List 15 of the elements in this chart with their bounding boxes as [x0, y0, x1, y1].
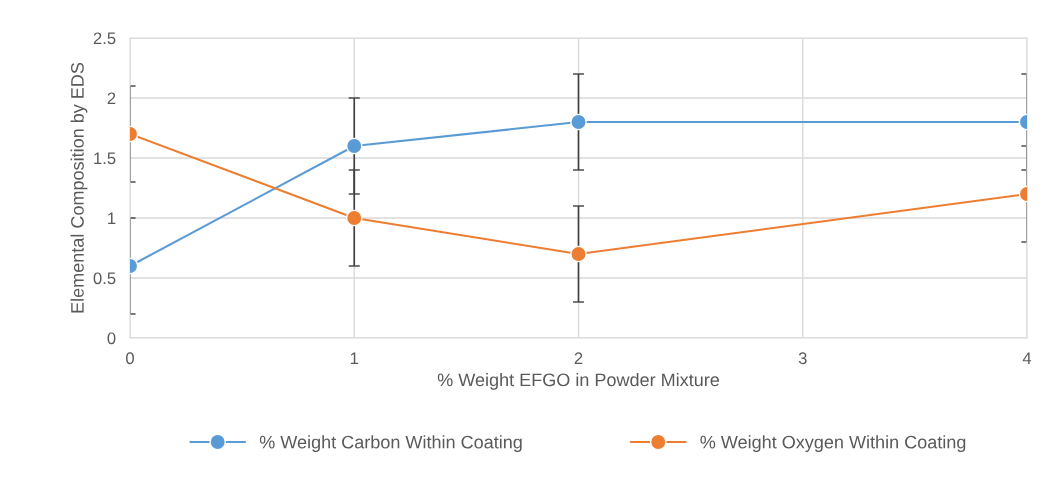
y-axis-title: Elemental Composition by EDS — [70, 62, 88, 313]
x-tick-label: 0 — [126, 352, 134, 365]
y-tick-label: 2.5 — [93, 32, 116, 45]
y-tick-label: 0.5 — [93, 272, 116, 285]
y-tick-label: 1 — [108, 212, 116, 225]
x-tick-label: 2 — [574, 352, 583, 364]
legend-label: % Weight Oxygen Within Coating — [700, 435, 966, 453]
x-tick-label: 4 — [1022, 352, 1032, 364]
x-axis-title: % Weight EFGO in Powder Mixture — [437, 372, 720, 390]
x-tick-label: 1 — [350, 352, 359, 364]
legend-label: % Weight Carbon Within Coating — [259, 435, 522, 453]
y-tick-label: 0 — [107, 332, 116, 345]
x-tick-label: 3 — [798, 352, 807, 365]
y-tick-label: 2 — [107, 92, 116, 105]
y-tick-label: 1.5 — [94, 152, 116, 165]
